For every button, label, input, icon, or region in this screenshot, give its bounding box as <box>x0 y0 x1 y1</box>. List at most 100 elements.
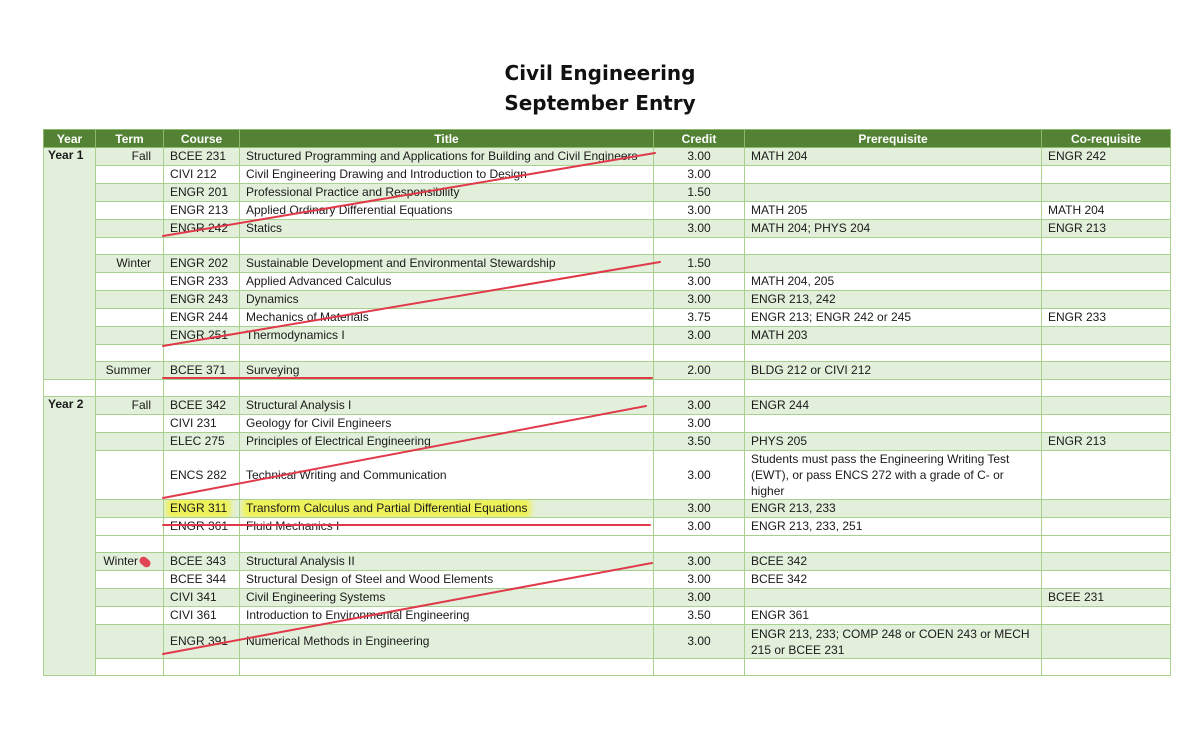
course-prereq <box>744 588 1042 607</box>
course-prereq: BCEE 342 <box>744 570 1042 589</box>
course-prereq <box>744 165 1042 184</box>
header-year: Year <box>43 129 96 148</box>
course-credit: 3.00 <box>653 290 745 309</box>
course-title: Structural Analysis I <box>239 396 654 415</box>
table-row: CIVI 212 Civil Engineering Drawing and I… <box>44 165 1171 184</box>
course-coreq <box>1041 272 1171 291</box>
course-title: Structured Programming and Applications … <box>239 147 654 166</box>
course-code: ENGR 213 <box>163 201 240 220</box>
course-coreq: ENGR 213 <box>1041 432 1171 451</box>
course-credit: 2.00 <box>653 361 745 380</box>
course-code: ENGR 233 <box>163 272 240 291</box>
course-code: BCEE 343 <box>163 552 240 571</box>
year-label: Year 2 <box>43 396 96 676</box>
table-row: ENGR 251 Thermodynamics I 3.00 MATH 203 <box>44 326 1171 345</box>
term-label: Winter <box>95 254 164 273</box>
course-code: ENGR 251 <box>163 326 240 345</box>
course-prereq: MATH 204; PHYS 204 <box>744 219 1042 238</box>
course-coreq: ENGR 242 <box>1041 147 1171 166</box>
course-code: CIVI 341 <box>163 588 240 607</box>
course-title: Sustainable Development and Environmenta… <box>239 254 654 273</box>
course-coreq <box>1041 254 1171 273</box>
course-prereq: ENGR 361 <box>744 606 1042 625</box>
course-code: BCEE 371 <box>163 361 240 380</box>
table-row: CIVI 361 Introduction to Environmental E… <box>44 606 1171 625</box>
table-row: ENGR 391 Numerical Methods in Engineerin… <box>44 624 1171 659</box>
term-label: Winter <box>103 554 138 568</box>
table-row: ENGR 242 Statics 3.00 MATH 204; PHYS 204… <box>44 219 1171 238</box>
course-prereq <box>744 183 1042 202</box>
course-prereq: MATH 205 <box>744 201 1042 220</box>
course-coreq <box>1041 517 1171 536</box>
course-coreq <box>1041 624 1171 659</box>
course-credit: 3.00 <box>653 147 745 166</box>
course-title: Applied Ordinary Differential Equations <box>239 201 654 220</box>
course-code: ENGR 201 <box>163 183 240 202</box>
spacer-row <box>44 535 1171 553</box>
course-title: Structural Analysis II <box>239 552 654 571</box>
course-code: CIVI 212 <box>163 165 240 184</box>
course-title: Geology for Civil Engineers <box>239 414 654 433</box>
course-plan-table: Year Term Course Title Credit Prerequisi… <box>43 129 1171 676</box>
course-coreq <box>1041 414 1171 433</box>
course-credit: 3.00 <box>653 272 745 291</box>
course-code: BCEE 231 <box>163 147 240 166</box>
course-coreq <box>1041 552 1171 571</box>
header-credit: Credit <box>653 129 745 148</box>
course-title: Dynamics <box>239 290 654 309</box>
course-coreq <box>1041 183 1171 202</box>
course-prereq: MATH 204, 205 <box>744 272 1042 291</box>
term-label: Fall <box>95 147 164 166</box>
course-credit: 3.50 <box>653 606 745 625</box>
course-prereq: MATH 204 <box>744 147 1042 166</box>
table-row: CIVI 231 Geology for Civil Engineers 3.0… <box>44 414 1171 433</box>
course-code: ENGR 391 <box>163 624 240 659</box>
course-code: ENGR 311 <box>170 501 228 515</box>
course-credit: 3.00 <box>653 517 745 536</box>
course-credit: 3.00 <box>653 326 745 345</box>
course-title: Mechanics of Materials <box>239 308 654 327</box>
course-code: BCEE 344 <box>163 570 240 589</box>
course-coreq <box>1041 570 1171 589</box>
course-title: Principles of Electrical Engineering <box>239 432 654 451</box>
table-header-row: Year Term Course Title Credit Prerequisi… <box>43 129 1171 148</box>
course-coreq: ENGR 233 <box>1041 308 1171 327</box>
course-code: CIVI 361 <box>163 606 240 625</box>
spacer-row <box>43 379 1171 397</box>
header-title: Title <box>239 129 654 148</box>
table-row: Winter BCEE 343 Structural Analysis II 3… <box>44 552 1171 571</box>
term-label: Summer <box>95 361 164 380</box>
course-coreq <box>1041 165 1171 184</box>
course-code: ENGR 202 <box>163 254 240 273</box>
course-credit: 3.00 <box>653 588 745 607</box>
table-row: ENGR 201 Professional Practice and Respo… <box>44 183 1171 202</box>
course-code: ELEC 275 <box>163 432 240 451</box>
course-credit: 3.00 <box>653 414 745 433</box>
course-title: Civil Engineering Drawing and Introducti… <box>239 165 654 184</box>
table-row: ENGR 311 Transform Calculus and Partial … <box>44 499 1171 518</box>
course-coreq <box>1041 499 1171 518</box>
table-row: ENCS 282 Technical Writing and Communica… <box>44 450 1171 500</box>
course-code: ENCS 282 <box>163 450 240 500</box>
course-prereq: ENGR 213; ENGR 242 or 245 <box>744 308 1042 327</box>
course-credit: 3.00 <box>653 219 745 238</box>
pill-icon <box>137 554 153 569</box>
course-title: Thermodynamics I <box>239 326 654 345</box>
course-prereq <box>744 414 1042 433</box>
course-coreq <box>1041 396 1171 415</box>
course-prereq: ENGR 213, 233, 251 <box>744 517 1042 536</box>
course-title: Introduction to Environmental Engineerin… <box>239 606 654 625</box>
course-coreq <box>1041 450 1171 500</box>
spacer-row <box>44 344 1171 362</box>
page-subtitle: September Entry <box>504 91 696 115</box>
course-title: Civil Engineering Systems <box>239 588 654 607</box>
course-prereq: BLDG 212 or CIVI 212 <box>744 361 1042 380</box>
table-row: Winter ENGR 202 Sustainable Development … <box>44 254 1171 273</box>
header-corequisite: Co-requisite <box>1041 129 1171 148</box>
course-credit: 3.00 <box>653 499 745 518</box>
header-prerequisite: Prerequisite <box>744 129 1042 148</box>
course-credit: 3.00 <box>653 570 745 589</box>
course-credit: 3.00 <box>653 552 745 571</box>
course-coreq <box>1041 290 1171 309</box>
year-label: Year 1 <box>43 147 96 380</box>
